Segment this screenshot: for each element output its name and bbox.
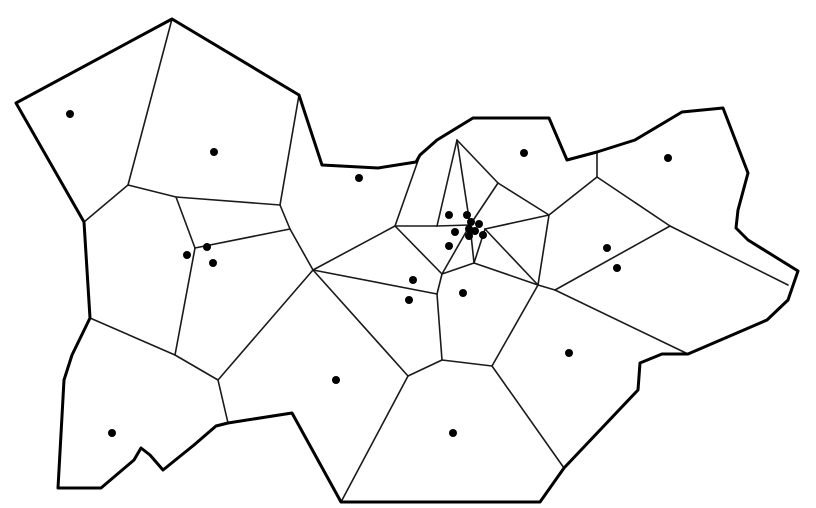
cell-edge	[484, 228, 539, 286]
cell-edge	[554, 225, 671, 291]
cell-edge	[548, 176, 598, 216]
site-point	[475, 220, 483, 228]
cell-edge	[174, 247, 196, 356]
cell-edge	[340, 375, 409, 503]
cell-edge	[312, 269, 409, 377]
site-point	[451, 228, 459, 236]
site-point	[66, 110, 74, 118]
region-boundary	[14, 17, 800, 504]
cell-edge	[596, 176, 671, 227]
cell-edge	[312, 225, 396, 271]
cell-edge	[456, 139, 471, 226]
cell-edge	[436, 273, 443, 295]
cell-edge	[394, 154, 421, 227]
site-point	[405, 296, 413, 304]
site-point	[463, 211, 471, 219]
cell-edge	[469, 182, 499, 226]
site-point	[108, 429, 116, 437]
cell-edge	[537, 214, 550, 286]
cell-edge	[497, 182, 550, 216]
site-point	[479, 231, 487, 239]
cell-edge	[554, 289, 689, 355]
cell-edge	[127, 18, 173, 186]
site-point	[210, 148, 218, 156]
cell-edge	[194, 228, 291, 249]
cell-edge	[175, 196, 281, 206]
site-point	[332, 376, 340, 384]
cell-edge	[436, 224, 471, 227]
cell-edge	[89, 317, 176, 356]
cell-edge	[394, 225, 443, 275]
site-point	[203, 243, 211, 251]
cell-edge	[456, 139, 499, 184]
cell-edge	[279, 94, 300, 206]
site-point	[355, 174, 363, 182]
cell-edge	[217, 269, 314, 381]
cell-edge	[279, 204, 291, 230]
site-point	[520, 149, 528, 157]
site-point	[449, 429, 457, 437]
cell-edge	[217, 379, 229, 424]
cell-edges	[83, 18, 789, 503]
site-point	[465, 232, 473, 240]
site-point	[209, 259, 217, 267]
cell-edge	[484, 214, 550, 230]
cell-edge	[174, 354, 219, 381]
cell-edge	[537, 284, 556, 291]
cell-edge	[441, 359, 493, 367]
site-point	[471, 227, 479, 235]
site-point	[565, 349, 573, 357]
site-point	[183, 251, 191, 259]
cell-edge	[441, 262, 475, 275]
cell-edge	[669, 225, 789, 286]
cell-edge	[491, 284, 539, 367]
cell-edge	[289, 228, 314, 271]
cell-edge	[83, 184, 129, 223]
site-points	[66, 110, 672, 437]
cell-edge	[312, 269, 438, 295]
cell-edge	[127, 184, 177, 198]
cell-edge	[407, 359, 443, 377]
site-point	[664, 154, 672, 162]
site-point	[459, 289, 467, 297]
cell-edge	[441, 224, 471, 275]
cell-edge	[491, 365, 565, 469]
site-point	[409, 276, 417, 284]
cell-edge	[473, 262, 539, 286]
cell-edge	[436, 293, 443, 361]
site-point	[613, 264, 621, 272]
site-point	[445, 211, 453, 219]
site-point	[445, 242, 453, 250]
site-point	[467, 218, 475, 226]
site-point	[603, 244, 611, 252]
cell-edge	[436, 139, 458, 227]
cell-edge	[175, 196, 196, 249]
